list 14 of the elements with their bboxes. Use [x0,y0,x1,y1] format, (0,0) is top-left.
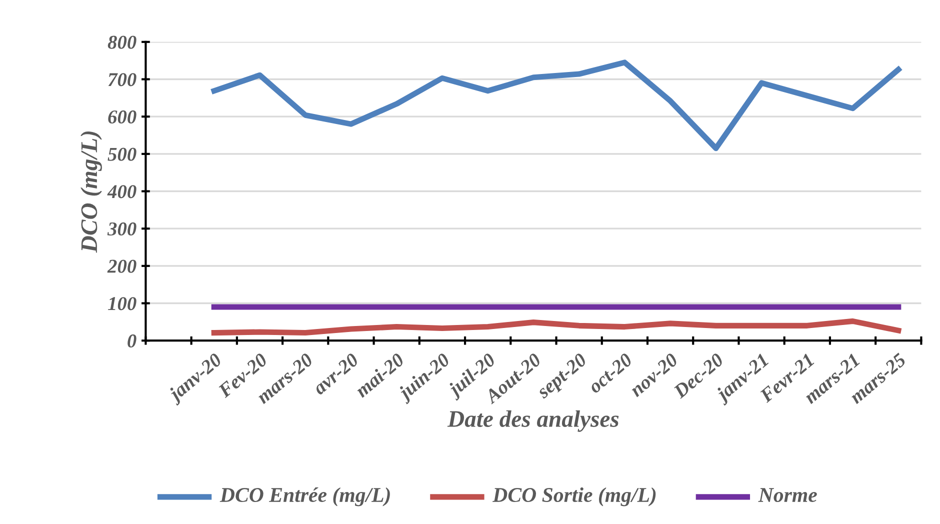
legend-label: DCO Sortie (mg/L) [492,487,656,506]
y-axis-title: DCO (mg/L) [80,131,102,253]
y-tick-label: 200 [107,260,136,273]
y-tick-label: 0 [128,334,136,348]
x-axis-title: Date des analyses [447,410,619,432]
y-tick-label: 700 [108,73,136,86]
legend-label: Norme [758,488,817,502]
y-tick-label: 800 [108,36,136,49]
y-tick-label: 100 [108,297,136,310]
y-tick-label: 400 [107,185,136,198]
y-tick-label: 600 [108,110,136,124]
y-tick-label: 500 [108,148,136,161]
y-tick-label: 300 [107,222,136,236]
legend-label: DCO Entrée (mg/L) [220,487,390,506]
